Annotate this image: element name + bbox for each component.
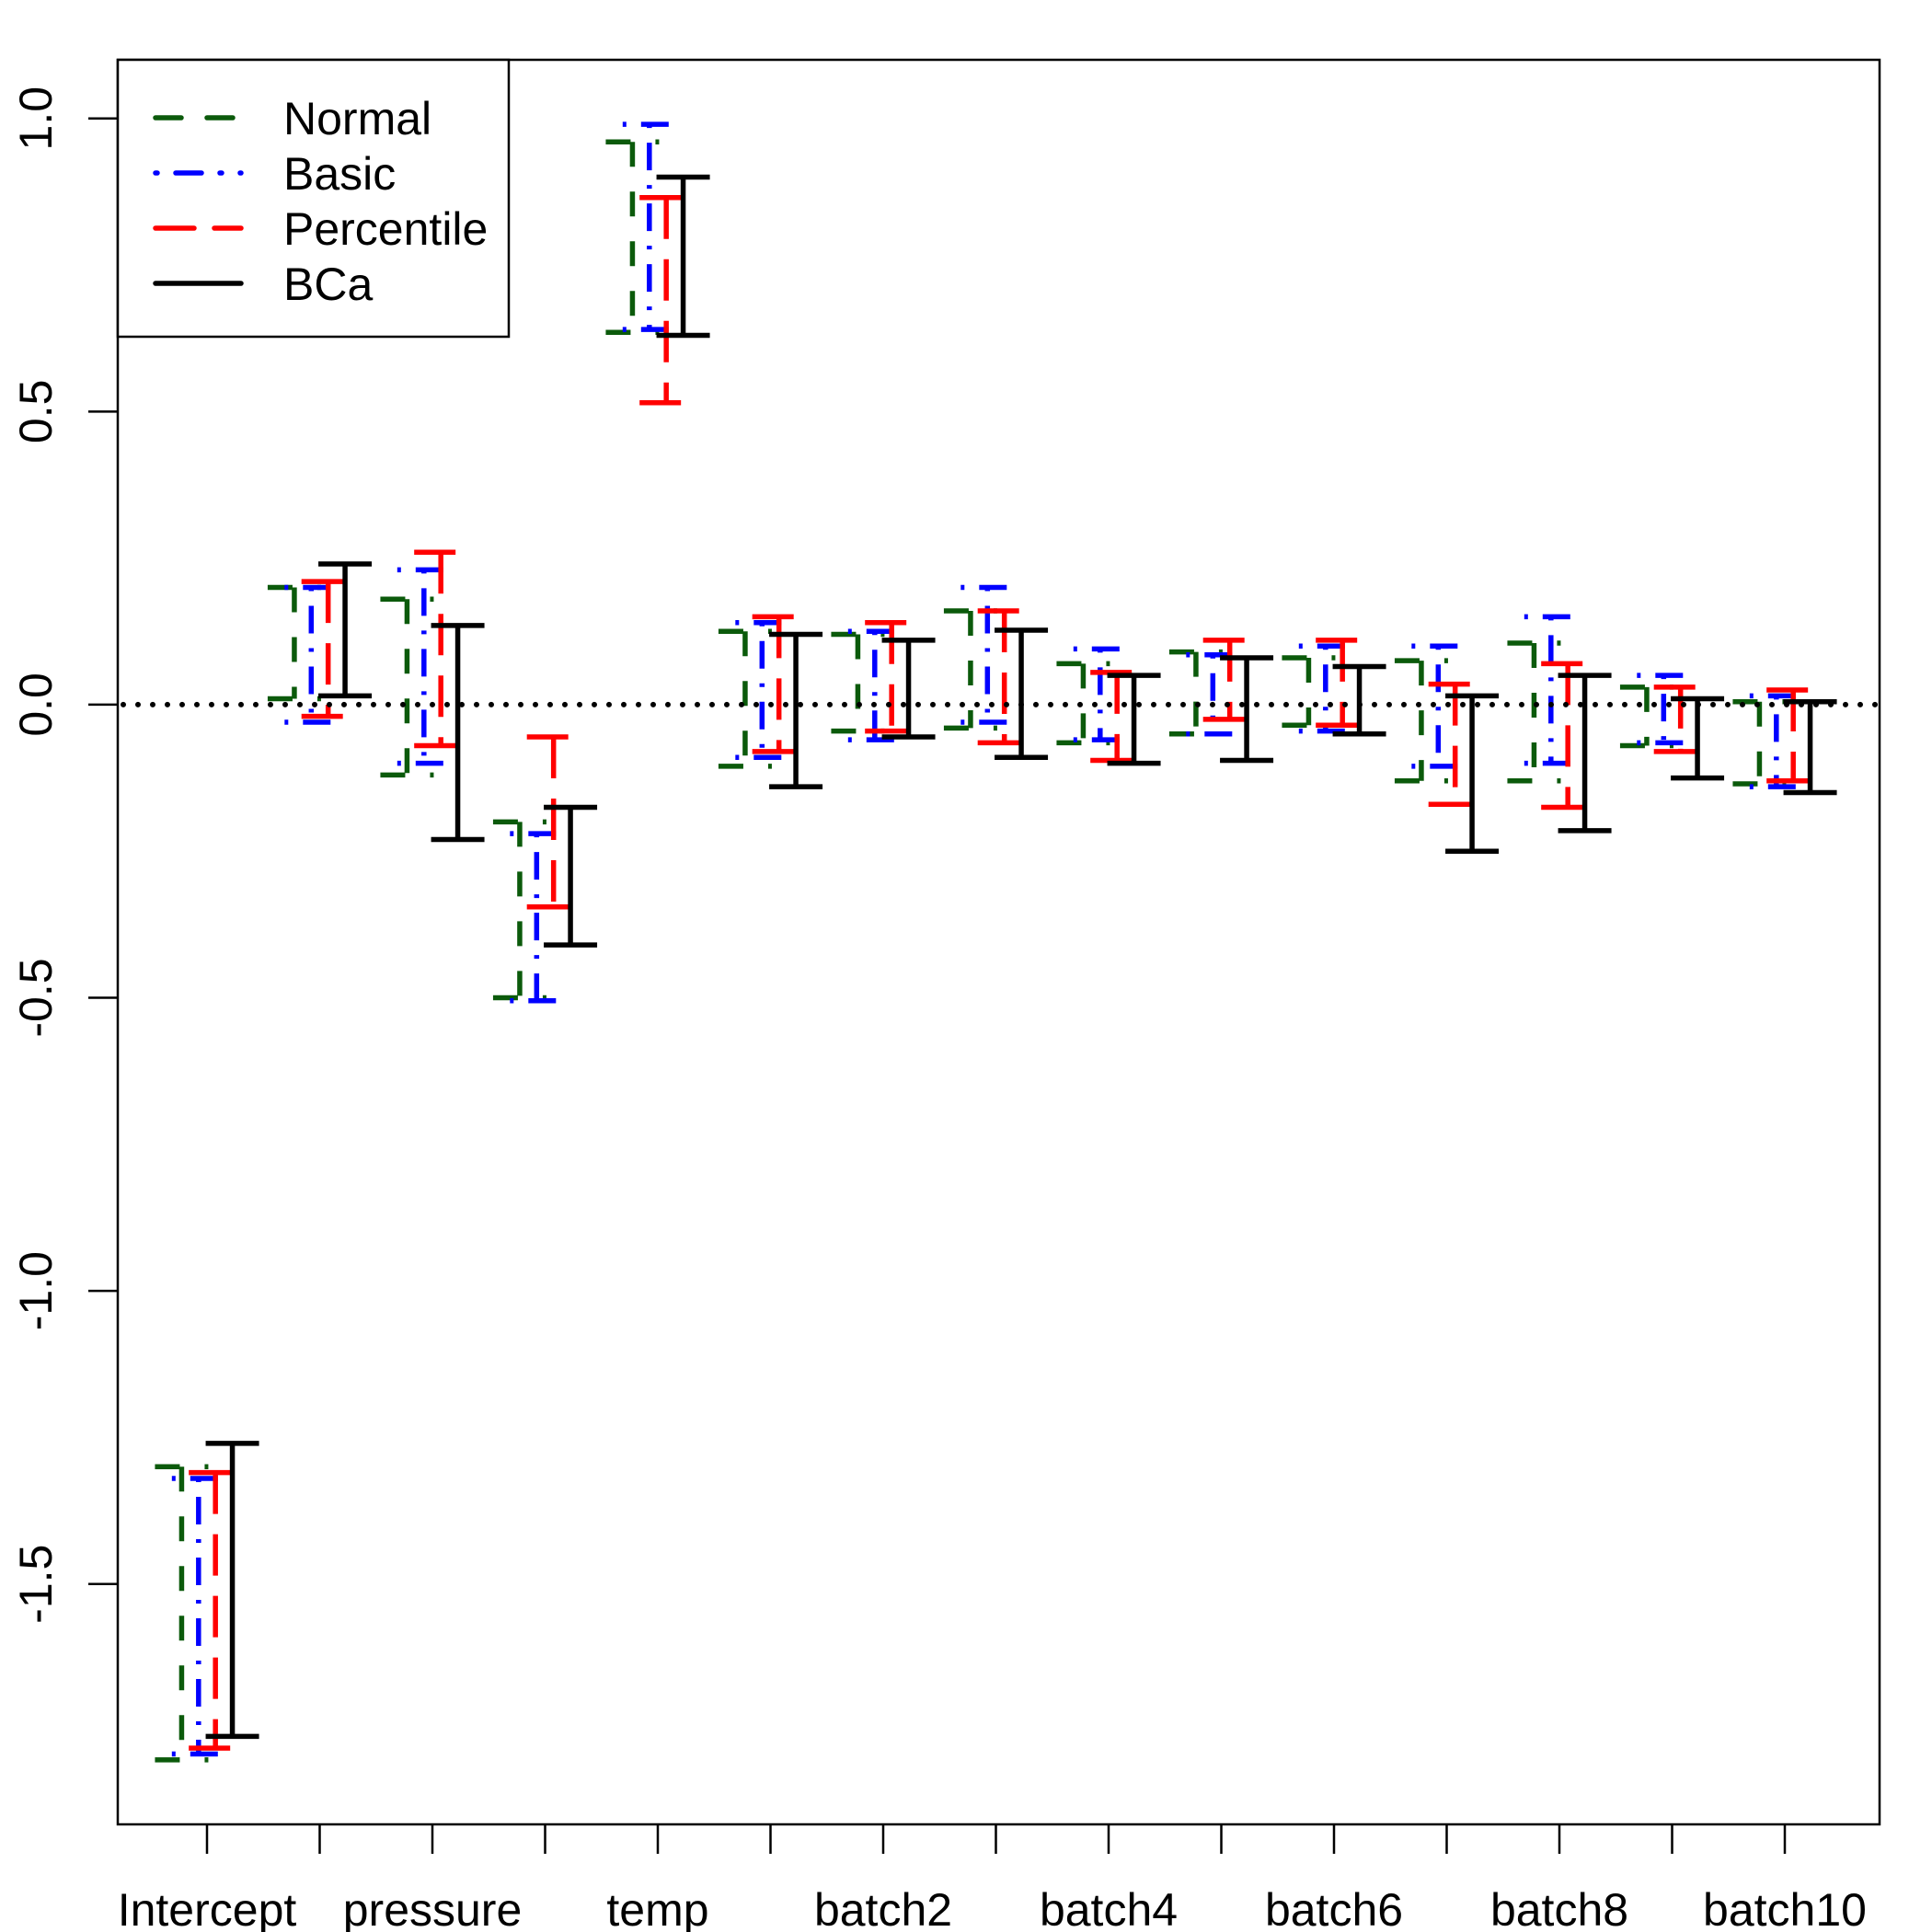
legend-item-percentile: Percentile: [153, 203, 488, 255]
error-bar: [881, 638, 936, 740]
series-bca: [205, 174, 1837, 1740]
error-bar: [318, 561, 373, 699]
error-bar: [1558, 673, 1612, 834]
x-tick-label: temp: [606, 1884, 708, 1932]
error-bar: [977, 608, 1031, 746]
x-tick-label: batch8: [1490, 1884, 1628, 1932]
error-bar: [380, 596, 434, 778]
error-bar: [769, 631, 823, 789]
error-bar: [526, 734, 581, 910]
error-bar: [1783, 698, 1837, 796]
x-tick-label: pressure: [343, 1884, 523, 1932]
y-tick-label: 0.5: [10, 380, 62, 444]
y-tick-label: 0.0: [10, 673, 62, 737]
error-bar: [1168, 649, 1223, 737]
error-bar: [1394, 658, 1448, 784]
error-bar: [1202, 638, 1257, 722]
error-bar: [1056, 661, 1110, 746]
error-bar: [831, 631, 885, 734]
error-bar: [492, 819, 546, 1001]
error-bar: [1637, 673, 1691, 746]
error-bar: [1541, 661, 1595, 811]
error-bar: [1107, 673, 1161, 766]
error-bars: [155, 121, 1837, 1763]
error-bar: [1619, 684, 1673, 749]
legend-item-basic: Basic: [153, 148, 396, 200]
error-bar: [189, 1469, 243, 1751]
y-tick-label: -1.0: [10, 1251, 62, 1330]
error-bar: [431, 623, 485, 843]
error-bar: [656, 174, 710, 339]
legend-label: Basic: [283, 148, 396, 200]
error-bar: [1766, 687, 1821, 784]
error-bar: [1090, 670, 1144, 764]
error-bar: [1428, 681, 1482, 808]
error-bar: [544, 804, 598, 948]
error-bar: [1445, 693, 1500, 854]
y-axis: -1.5 -1.0 -0.5 0.0 0.5 1.0: [10, 86, 118, 1624]
legend-item-bca: BCa: [153, 259, 373, 310]
y-tick-label: -0.5: [10, 958, 62, 1037]
error-bar: [943, 608, 997, 731]
error-bar: [1332, 663, 1386, 737]
y-tick-label: 1.0: [10, 86, 62, 151]
error-bar: [1220, 655, 1274, 764]
x-tick-label: batch6: [1265, 1884, 1403, 1932]
legend-label: Percentile: [283, 203, 488, 255]
error-bar: [301, 579, 355, 719]
error-bar: [1732, 698, 1787, 787]
error-bar: [995, 627, 1049, 761]
x-tick-label: batch4: [1040, 1884, 1178, 1932]
y-tick-label: -1.5: [10, 1545, 62, 1624]
series-normal: [155, 139, 1787, 1763]
error-bar: [718, 628, 772, 769]
error-bar: [1282, 655, 1336, 728]
x-axis: Intercept pressure temp batch2 batch4 batch6 b…: [118, 1824, 1867, 1932]
error-bar: [267, 584, 321, 702]
error-bar: [155, 1464, 209, 1763]
legend-item-normal: Normal: [153, 93, 431, 144]
error-bar: [639, 194, 694, 406]
legend-box: [116, 58, 511, 339]
x-tick-label: Intercept: [118, 1884, 297, 1932]
error-bar: [1671, 696, 1725, 781]
x-tick-label: batch2: [814, 1884, 952, 1932]
x-tick-label: batch10: [1703, 1884, 1867, 1932]
error-bar: [1507, 640, 1561, 784]
legend-label: Normal: [283, 93, 431, 144]
series-basic: [171, 121, 1803, 1757]
error-bar: [752, 614, 806, 754]
plot-frame: [116, 58, 1881, 1826]
error-bar: [414, 549, 468, 749]
legend-label: BCa: [283, 259, 373, 310]
error-bar: [605, 139, 660, 336]
error-bar: [1316, 638, 1370, 728]
error-bar: [205, 1441, 259, 1740]
